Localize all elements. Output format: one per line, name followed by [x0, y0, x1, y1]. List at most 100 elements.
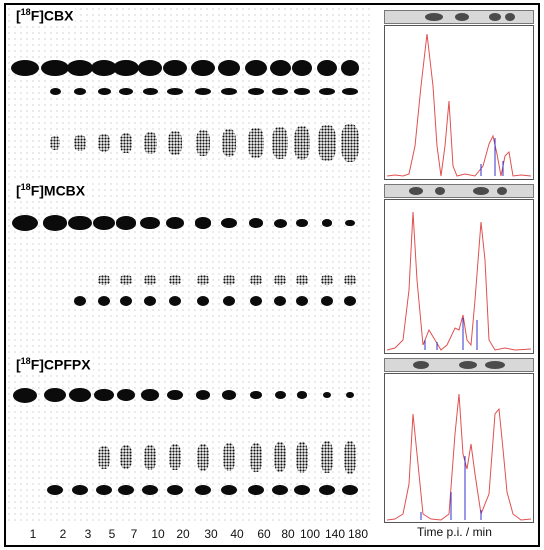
metabolite-streak: [296, 441, 308, 473]
parent-spot: [249, 390, 263, 400]
metabolite-spot: [74, 87, 86, 95]
chromatogram-mcbx-baselines: [424, 318, 478, 350]
metabolite-streak: [318, 125, 336, 161]
time-tick: 100: [299, 527, 321, 541]
scan-spot: [413, 361, 429, 369]
metabolite-streak: [143, 132, 157, 154]
metabolite-streak: [321, 441, 333, 473]
metabolite-spot: [118, 485, 134, 495]
metabolite-spot: [197, 296, 209, 306]
metabolite-spot: [248, 87, 264, 95]
time-tick: 60: [257, 527, 271, 541]
metabolite-spot: [47, 485, 63, 495]
metabolite-spot: [142, 485, 158, 495]
parent-spot: [116, 388, 136, 402]
panel-title-mcbx: [18F]MCBX: [14, 182, 88, 199]
chromatogram-mcbx: [384, 199, 534, 354]
scan-strip-mcbx: [384, 184, 534, 198]
metabolite-spot: [319, 485, 335, 495]
metabolite-streak: [98, 134, 110, 152]
metabolite-streak: [221, 129, 237, 157]
metabolite-streak: [344, 440, 356, 474]
metabolite-spot: [167, 485, 183, 495]
parent-spot: [340, 60, 360, 76]
time-tick: 30: [204, 527, 218, 541]
parent-spot: [248, 218, 264, 228]
parent-spot: [291, 60, 313, 76]
metabolite-spot: [167, 87, 183, 95]
time-tick: 80: [281, 527, 295, 541]
scan-spot: [485, 361, 505, 369]
metabolite-streak: [169, 444, 181, 470]
parent-spot: [113, 60, 139, 76]
chromatogram-cbx: [384, 25, 534, 180]
parent-spot: [163, 60, 187, 76]
metabolite-spot: [120, 296, 132, 306]
metabolite-streak: [250, 442, 262, 472]
metabolite-spot: [319, 87, 335, 95]
metabolite-streak: [223, 443, 235, 471]
metabolite-spot: [195, 485, 211, 495]
metabolite-spot: [74, 296, 86, 306]
chromatogram-cpfpx: [384, 373, 534, 523]
parent-spot: [140, 216, 160, 230]
time-tick: 20: [176, 527, 190, 541]
parent-spot: [92, 216, 116, 230]
scan-spot: [489, 13, 501, 21]
tlc-panel-cpfpx: [18F]CPFPX: [8, 356, 370, 522]
parent-spot: [322, 391, 332, 399]
scan-spot: [497, 187, 507, 195]
scan-strip-cbx: [384, 10, 534, 24]
time-tick: 5: [108, 527, 116, 541]
metabolite-streak: [119, 133, 133, 153]
metabolite-spot: [296, 296, 308, 306]
chromatogram-cpfpx-svg: [386, 393, 532, 521]
parent-spot: [93, 388, 115, 402]
metabolite-streak: [120, 445, 132, 469]
metabolite-spot: [169, 296, 181, 306]
parent-spot: [43, 387, 67, 403]
metabolite-spot: [142, 87, 158, 95]
metabolite-spot: [344, 296, 356, 306]
scan-spot: [459, 361, 477, 369]
scan-spot: [435, 187, 445, 195]
parent-spot: [13, 387, 37, 403]
metabolite-streak: [250, 275, 262, 285]
parent-spot: [296, 218, 308, 228]
parent-spot: [165, 217, 185, 229]
metabolite-streak: [197, 443, 209, 471]
chromatogram-cpfpx-trace: [386, 393, 532, 521]
time-tick: 10: [151, 527, 165, 541]
time-axis: 1 2 3 5 7 10 20 30 40 60 80 100 140 180: [8, 527, 538, 543]
metabolite-spot: [221, 485, 237, 495]
metabolite-spot: [342, 485, 358, 495]
time-tick: 40: [230, 527, 244, 541]
parent-spot: [273, 218, 287, 228]
parent-spot: [345, 219, 355, 227]
parent-spot: [91, 60, 117, 76]
time-tick: 2: [59, 527, 67, 541]
metabolite-streak: [197, 275, 209, 285]
metabolite-spot: [98, 296, 110, 306]
parent-spot: [141, 389, 159, 401]
metabolite-spot: [144, 296, 156, 306]
scan-spot: [505, 13, 515, 21]
panel-title-cpfpx: [18F]CPFPX: [14, 356, 93, 373]
scan-spot: [455, 13, 469, 21]
metabolite-spot: [250, 296, 262, 306]
metabolite-spot: [294, 87, 310, 95]
metabolite-spot: [221, 87, 237, 95]
metabolite-streak: [344, 275, 356, 285]
metabolite-streak: [248, 128, 264, 158]
metabolite-streak: [169, 275, 181, 285]
parent-spot: [222, 390, 236, 400]
parent-spot: [221, 217, 237, 229]
time-tick: 180: [347, 527, 369, 541]
metabolite-spot: [195, 87, 211, 95]
parent-spot: [12, 215, 38, 231]
metabolite-spot: [274, 296, 286, 306]
metabolite-spot: [223, 296, 235, 306]
chromatogram-mcbx-svg: [386, 211, 532, 351]
parent-spot: [69, 388, 91, 402]
parent-spot: [137, 60, 163, 76]
